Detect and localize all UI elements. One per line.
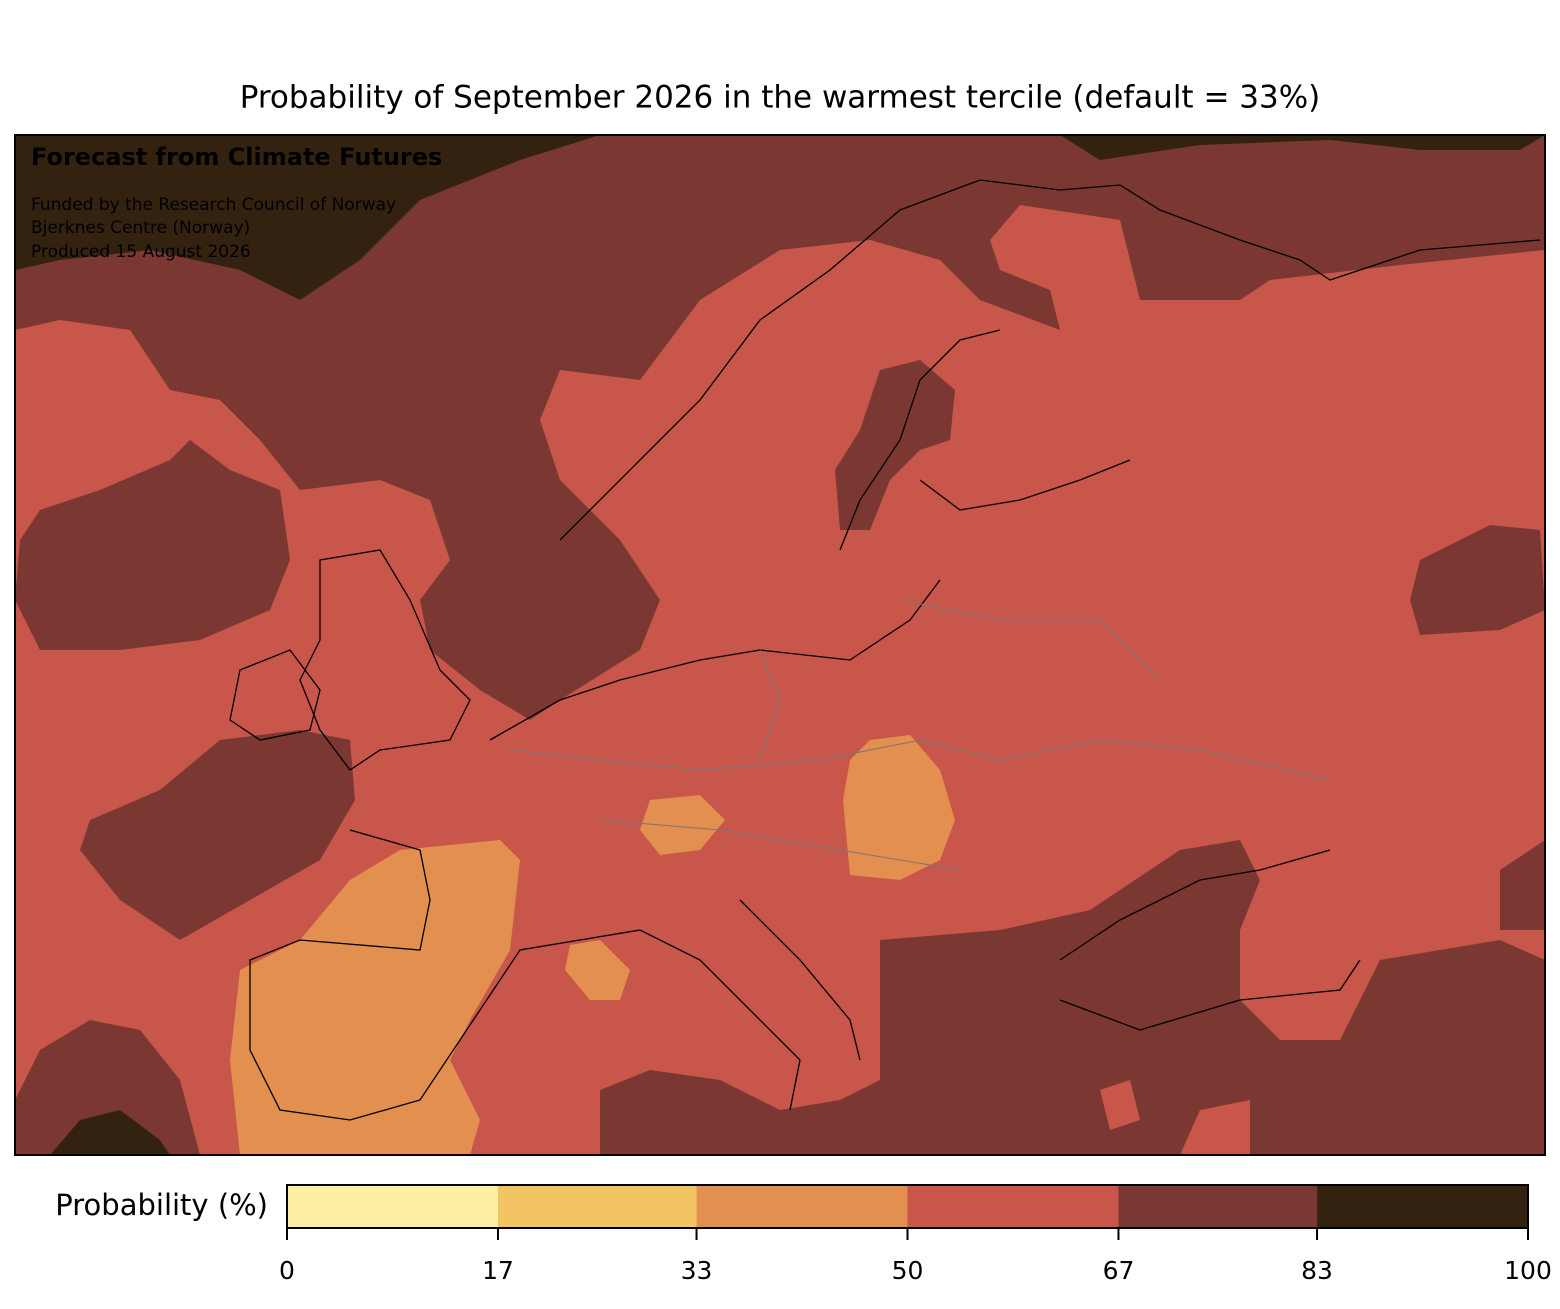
colorbar-tick-label: 0: [279, 1256, 295, 1285]
map: [15, 135, 1545, 1155]
map-region: [843, 735, 955, 880]
coastline: [229, 649, 321, 741]
border: [509, 599, 1331, 871]
map-region: [80, 730, 355, 940]
map-frame: [14, 134, 1546, 1156]
map-region: [1060, 135, 1545, 160]
colorbar: 0 17 33 50 67 83 100: [279, 1184, 1552, 1285]
map-region: [640, 795, 725, 855]
colorbar-tick-label: 67: [1103, 1256, 1135, 1285]
map-region: [15, 440, 290, 650]
map-region: [600, 840, 1545, 1155]
colorbar-tick-label: 17: [482, 1256, 514, 1285]
map-region: [835, 360, 955, 530]
colorbar-tick-label: 100: [1504, 1256, 1552, 1285]
colorbar-tick-label: 83: [1301, 1256, 1333, 1285]
coastline: [489, 579, 1361, 1031]
annotation-line: Produced 15 August 2026: [31, 242, 251, 262]
map-region: [230, 840, 520, 1155]
colorbar-segment: [497, 1185, 697, 1228]
coastline: [559, 179, 1541, 541]
coastline: [249, 829, 861, 1121]
map-region: [15, 1020, 200, 1155]
map-region: [1500, 840, 1545, 930]
coastline: [299, 549, 471, 771]
map-region: [15, 135, 1545, 720]
colorbar-segment: [1317, 1185, 1528, 1228]
annotation-heading: Forecast from Climate Futures: [31, 143, 442, 171]
colorbar-tick-label: 33: [681, 1256, 713, 1285]
colorbar-segment: [907, 1185, 1119, 1228]
map-region: [1410, 525, 1545, 635]
map-region: [565, 940, 630, 1000]
title: Probability of September 2026 in the war…: [240, 80, 1321, 116]
colorbar-segment: [1118, 1185, 1318, 1228]
map-region: [50, 1110, 170, 1155]
colorbar-segment: [287, 1185, 498, 1228]
annotation-line: Bjerknes Centre (Norway): [31, 218, 250, 238]
colorbar-tick-label: 50: [892, 1256, 924, 1285]
map-region: [1100, 1080, 1250, 1155]
colorbar-label: Probability (%): [55, 1188, 268, 1222]
colorbar-segment: [696, 1185, 908, 1228]
coastline: [839, 329, 1131, 551]
annotation-line: Funded by the Research Council of Norway: [31, 195, 396, 215]
map-region: [15, 135, 600, 300]
